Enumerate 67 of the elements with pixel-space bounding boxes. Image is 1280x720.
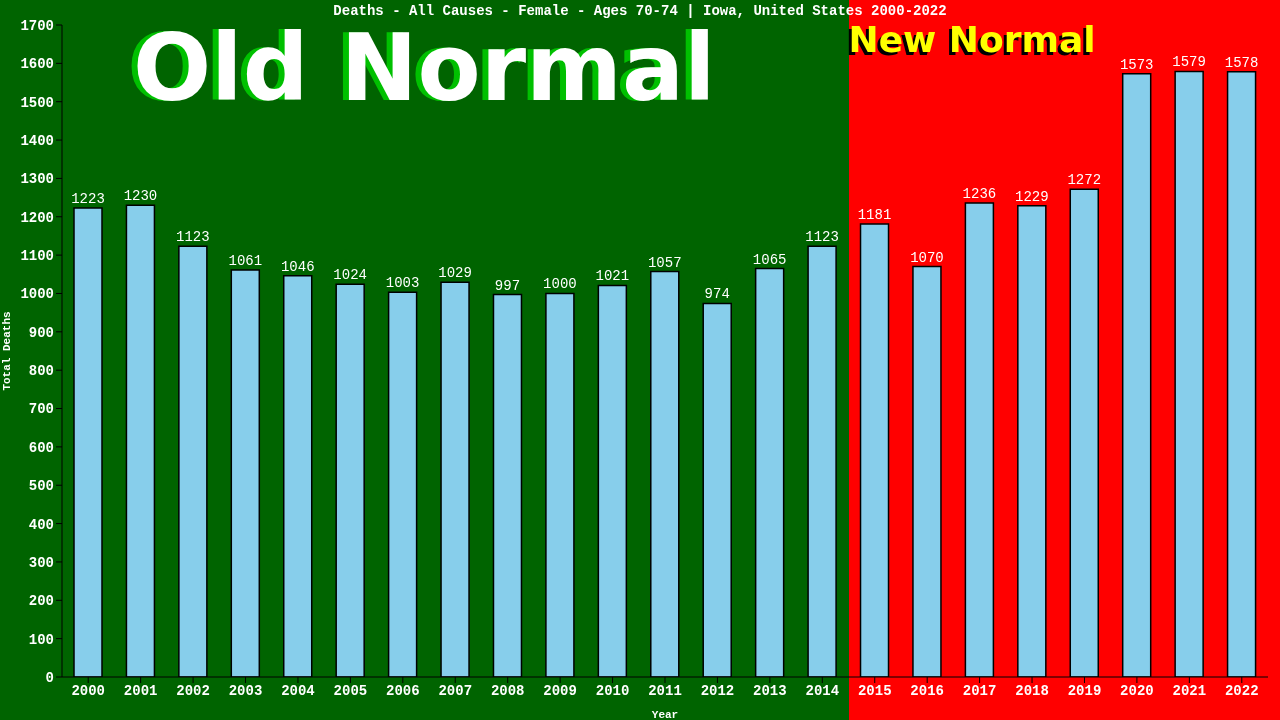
data-label: 1573 — [1119, 56, 1154, 73]
y-tick-label: 0 — [45, 669, 54, 686]
x-tick-label: 2001 — [123, 682, 158, 699]
data-label: 1230 — [123, 188, 158, 205]
x-tick-label: 2011 — [648, 682, 682, 699]
x-tick-label: 2009 — [543, 682, 577, 699]
y-tick-label: 900 — [28, 324, 54, 341]
x-tick-label: 2022 — [1224, 682, 1259, 699]
x-tick-label: 2016 — [910, 682, 944, 699]
band-label: New Normal — [848, 19, 1096, 60]
y-tick-label: 1300 — [20, 171, 54, 188]
x-tick-label: 2000 — [71, 682, 106, 699]
x-tick-label: 2017 — [962, 682, 997, 699]
data-label: 1223 — [71, 190, 105, 207]
data-label: 1029 — [438, 265, 472, 282]
data-label: 1578 — [1224, 54, 1259, 71]
y-tick-label: 800 — [28, 363, 54, 380]
x-tick-label: 2002 — [176, 682, 210, 699]
x-tick-label: 2008 — [490, 682, 525, 699]
y-tick-label: 400 — [28, 516, 54, 533]
data-label: 1021 — [595, 268, 630, 285]
data-label: 1000 — [543, 276, 577, 293]
x-tick-label: 2003 — [228, 682, 263, 699]
data-label: 1229 — [1015, 188, 1049, 205]
x-tick-label: 2021 — [1172, 682, 1207, 699]
y-tick-label: 100 — [28, 631, 54, 648]
y-axis-title: Total Deaths — [0, 311, 13, 391]
data-label: 1024 — [333, 267, 367, 284]
x-tick-label: 2007 — [438, 682, 473, 699]
y-tick-label: 700 — [28, 401, 54, 418]
y-tick-label: 1100 — [20, 248, 54, 265]
x-tick-label: 2013 — [753, 682, 787, 699]
y-tick-label: 1400 — [20, 133, 54, 150]
y-tick-label: 500 — [28, 478, 54, 495]
data-label: 1065 — [752, 251, 787, 268]
y-tick-label: 1700 — [20, 17, 54, 34]
x-tick-label: 2010 — [595, 682, 630, 699]
data-label: 1579 — [1172, 54, 1206, 71]
data-label: 1003 — [385, 275, 420, 292]
x-tick-label: 2020 — [1120, 682, 1154, 699]
data-label: 1046 — [280, 258, 315, 275]
x-tick-label: 2019 — [1067, 682, 1102, 699]
data-label: 1057 — [647, 254, 682, 271]
y-tick-label: 1500 — [20, 94, 54, 111]
x-tick-label: 2004 — [281, 682, 315, 699]
data-label: 1272 — [1067, 172, 1102, 189]
data-label: 1123 — [805, 229, 839, 246]
data-label: 974 — [704, 286, 730, 303]
x-tick-label: 2012 — [700, 682, 735, 699]
x-tick-label: 2015 — [857, 682, 892, 699]
data-label: 1123 — [176, 229, 210, 246]
data-label: 1181 — [857, 207, 892, 224]
y-tick-label: 1200 — [20, 209, 54, 226]
x-tick-label: 2018 — [1015, 682, 1049, 699]
y-tick-label: 600 — [28, 439, 54, 456]
y-tick-label: 300 — [28, 554, 54, 571]
data-label: 997 — [494, 277, 521, 294]
y-tick-label: 1600 — [20, 56, 54, 73]
data-label: 1070 — [910, 249, 944, 266]
data-label: 1061 — [228, 253, 263, 270]
y-tick-label: 1000 — [20, 286, 54, 303]
x-tick-label: 2006 — [386, 682, 420, 699]
x-tick-label: 2014 — [805, 682, 840, 699]
x-axis-title: Year — [651, 709, 679, 720]
y-tick-label: 200 — [28, 593, 54, 610]
x-tick-label: 2005 — [333, 682, 368, 699]
data-label: 1236 — [962, 185, 997, 202]
